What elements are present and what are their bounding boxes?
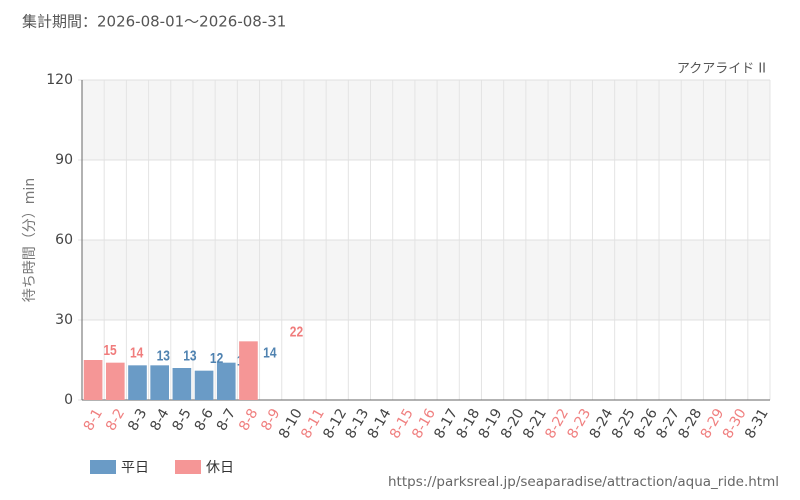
- value-label: 15: [103, 342, 117, 359]
- x-tick-label: 8-1: [81, 406, 106, 434]
- legend-swatch: [175, 460, 201, 474]
- value-label: 13: [183, 347, 197, 364]
- bar: [83, 360, 103, 400]
- x-tick-label: 8-8: [236, 406, 261, 434]
- x-tick-label: 8-31: [742, 406, 772, 442]
- header: 集計期間：2026-08-01～2026-08-31: [22, 13, 286, 31]
- legend-swatch: [90, 460, 116, 474]
- x-tick-label: 8-7: [214, 406, 239, 434]
- x-tick-label: 8-3: [125, 406, 150, 434]
- bar: [216, 362, 236, 400]
- y-tick-label: 120: [46, 72, 73, 88]
- legend-label: 平日: [121, 460, 149, 476]
- y-tick-label: 30: [55, 312, 73, 328]
- x-tick-label: 8-2: [103, 406, 128, 434]
- x-tick-label: 8-5: [170, 406, 195, 434]
- value-label: 14: [130, 344, 144, 361]
- x-tick-label: 8-6: [192, 406, 217, 434]
- value-label: 14: [263, 344, 277, 361]
- bar: [128, 365, 147, 400]
- footer: https://parksreal.jp/seaparadise/attract…: [388, 474, 779, 490]
- grid-band: [82, 240, 770, 320]
- value-label: 12: [210, 350, 224, 367]
- bar: [239, 341, 258, 400]
- bar: [105, 362, 125, 400]
- bar: [194, 370, 214, 400]
- y-axis-label: 待ち時間（分）min: [22, 178, 38, 302]
- x-tick-label: 8-4: [147, 406, 172, 434]
- y-tick-label: 60: [55, 232, 73, 248]
- subtitle: アクアライド II: [677, 62, 766, 77]
- bar: [150, 365, 169, 400]
- value-label: 22: [290, 323, 304, 340]
- bar: [172, 368, 192, 400]
- y-tick-label: 0: [64, 392, 73, 408]
- grid-band: [82, 80, 770, 160]
- value-label: 13: [157, 347, 171, 364]
- legend-label: 休日: [206, 460, 234, 476]
- y-tick-label: 90: [55, 152, 73, 168]
